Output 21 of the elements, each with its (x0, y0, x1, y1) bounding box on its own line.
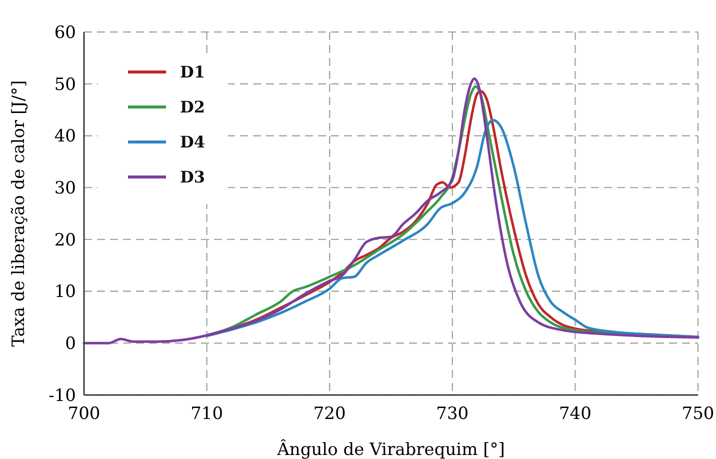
y-tick-label: 0 (65, 334, 76, 354)
y-tick-label: -10 (48, 386, 76, 406)
legend-label: D4 (180, 132, 206, 152)
legend-label: D3 (180, 168, 206, 187)
x-tick-label: 700 (68, 404, 100, 424)
x-tick-label: 750 (682, 404, 714, 424)
line-series (82, 77, 700, 344)
x-tick-label: 710 (190, 404, 224, 424)
y-tick-label: 10 (54, 282, 76, 302)
x-axis-title: Ângulo de Virabrequim [°] (276, 439, 505, 459)
x-tick-label: 740 (558, 404, 592, 424)
y-tick-label: 20 (54, 230, 76, 250)
legend-label: D1 (180, 62, 206, 82)
x-tick-label: 730 (436, 404, 469, 424)
y-tick-label: 50 (54, 74, 76, 95)
y-tick-label: 30 (54, 178, 76, 199)
y-axis-title: Taxa de liberação de calor [J/°] (9, 80, 29, 347)
x-tick-label: 720 (313, 404, 346, 424)
legend-label: D2 (180, 98, 206, 117)
y-tick-label: 60 (54, 22, 76, 43)
y-tick-label: 40 (54, 126, 76, 147)
